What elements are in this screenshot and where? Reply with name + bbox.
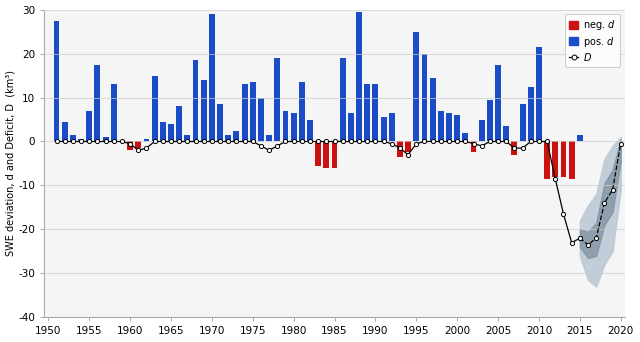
- Bar: [184, 135, 190, 142]
- Legend: neg. $d$, pos. $d$, $D$: neg. $d$, pos. $d$, $D$: [564, 14, 620, 67]
- Bar: [242, 84, 248, 142]
- Bar: [552, 142, 558, 177]
- Bar: [225, 135, 231, 142]
- Bar: [389, 113, 395, 142]
- Bar: [348, 113, 354, 142]
- Bar: [275, 58, 280, 142]
- Bar: [429, 78, 436, 142]
- Bar: [422, 54, 428, 142]
- Bar: [250, 82, 256, 142]
- Bar: [143, 139, 149, 142]
- Bar: [364, 84, 370, 142]
- Bar: [234, 131, 239, 142]
- Bar: [160, 122, 166, 142]
- Bar: [316, 142, 321, 166]
- Bar: [299, 82, 305, 142]
- Bar: [372, 84, 378, 142]
- Bar: [258, 97, 264, 142]
- Bar: [266, 135, 272, 142]
- Bar: [176, 106, 182, 142]
- Bar: [479, 119, 484, 142]
- Bar: [340, 58, 346, 142]
- Bar: [307, 119, 313, 142]
- Bar: [454, 115, 460, 142]
- Bar: [323, 142, 330, 168]
- Bar: [217, 104, 223, 142]
- Bar: [95, 65, 100, 142]
- Bar: [405, 142, 411, 153]
- Bar: [193, 60, 198, 142]
- Bar: [536, 47, 542, 142]
- Bar: [332, 142, 337, 168]
- Bar: [569, 142, 575, 179]
- Bar: [78, 139, 84, 142]
- Bar: [201, 80, 207, 142]
- Bar: [135, 142, 141, 148]
- Y-axis label: SWE deviation, d and Deficit, D  (km³): SWE deviation, d and Deficit, D (km³): [6, 70, 15, 256]
- Bar: [577, 135, 583, 142]
- Bar: [86, 111, 92, 142]
- Bar: [446, 113, 452, 142]
- Bar: [381, 117, 387, 142]
- Bar: [282, 111, 289, 142]
- Bar: [397, 142, 403, 157]
- Bar: [61, 122, 68, 142]
- Bar: [54, 21, 60, 142]
- Bar: [470, 142, 476, 153]
- Bar: [528, 87, 534, 142]
- Bar: [413, 31, 419, 142]
- Bar: [209, 14, 215, 142]
- Bar: [503, 126, 509, 142]
- Bar: [520, 104, 525, 142]
- Bar: [152, 76, 157, 142]
- Bar: [168, 124, 174, 142]
- Bar: [291, 113, 296, 142]
- Bar: [127, 142, 133, 150]
- Bar: [356, 12, 362, 142]
- Bar: [495, 65, 501, 142]
- Bar: [544, 142, 550, 179]
- Bar: [561, 142, 566, 177]
- Bar: [463, 133, 468, 142]
- Bar: [438, 111, 444, 142]
- Bar: [111, 84, 116, 142]
- Bar: [102, 137, 109, 142]
- Bar: [511, 142, 517, 155]
- Bar: [70, 135, 76, 142]
- Bar: [487, 100, 493, 142]
